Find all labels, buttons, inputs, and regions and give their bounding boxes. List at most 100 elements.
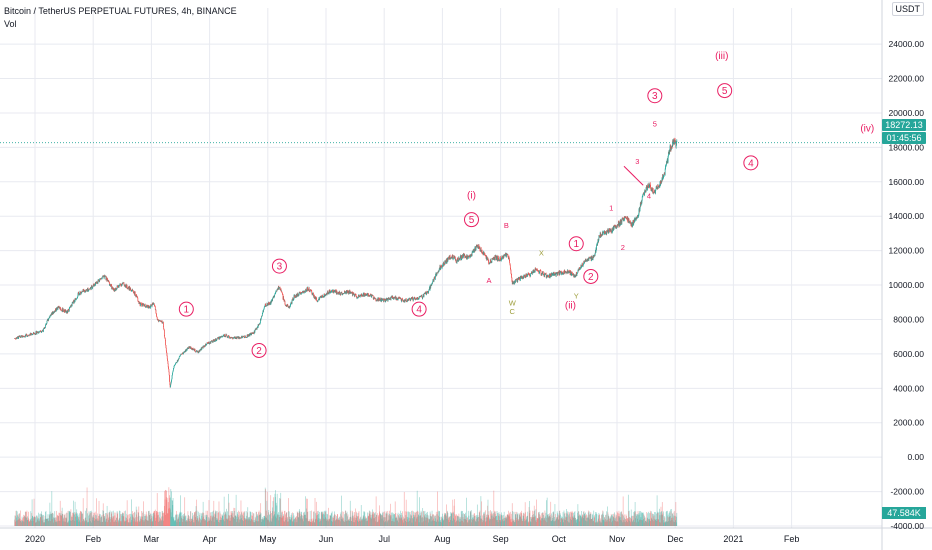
volume-bar [588,510,589,526]
volume-bar [531,516,533,526]
candle-body [127,287,128,289]
volume-bar [415,512,416,526]
volume-bar [22,518,23,526]
candle-body [170,382,172,384]
volume-bar [101,514,103,526]
volume-bar [629,516,630,526]
volume-bar [505,518,507,526]
volume-bar [447,519,449,526]
candle-body [156,317,158,320]
candle-body [89,287,91,289]
volume-bar [433,514,435,526]
candle-body [357,297,358,299]
candle-body [97,280,99,283]
volume-bar [42,519,44,526]
volume-bar [607,506,608,526]
volume-bar [488,514,489,526]
volume-bar [652,516,654,526]
candle-body [65,310,66,313]
volume-bar [461,520,462,526]
volume-bar [478,512,480,526]
volume-bar [255,511,257,526]
volume-bar [207,520,209,526]
candle-body [339,293,341,295]
candle-body [438,270,440,272]
volume-bar [20,521,22,526]
candle-body [434,276,435,279]
volume-bar [49,515,50,526]
candle-body [46,320,48,324]
volume-bar [302,518,303,526]
volume-bar [215,510,216,526]
volume-bar [302,519,304,526]
volume-bar [96,518,98,526]
volume-bar [313,511,315,526]
volume-bar [159,517,160,526]
volume-bar [658,512,660,526]
candle-body [257,324,259,328]
volume-bar [538,512,540,526]
volume-bar [472,517,473,526]
candle-body [123,284,125,286]
volume-bar [495,515,497,526]
candle-body [126,285,128,288]
volume-bar [166,499,168,526]
candle-body [436,273,438,275]
volume-bar [637,518,638,526]
volume-bar [499,516,501,526]
volume-bar [506,514,508,526]
candle-body [203,346,204,347]
volume-bar [370,512,372,526]
volume-bar [419,516,421,526]
volume-bar [179,521,181,526]
volume-bar [187,511,189,526]
candle-body [443,264,445,266]
volume-bar [570,511,572,526]
volume-bar [160,519,162,526]
candle-body [137,296,138,298]
volume-bar [310,521,312,526]
candle-body [171,378,173,381]
candle-body [272,297,274,299]
volume-bar [263,515,265,526]
volume-bar [398,516,400,526]
volume-bar [89,511,91,526]
volume-bar [203,516,204,526]
candle-body [189,346,191,349]
volume-bar [185,515,187,526]
volume-bar [288,498,289,526]
volume-bar [655,512,656,526]
volume-bar [184,513,185,526]
candle-body [112,287,113,289]
candle-body [431,282,433,285]
candle-body [244,337,245,338]
volume-bar [648,519,650,526]
candle-body [246,337,248,338]
volume-bar [549,513,551,526]
candle-body [432,279,434,282]
volume-bar [119,510,120,526]
volume-bar [605,520,607,526]
candle-body [333,290,334,291]
volume-bar [95,519,97,526]
volume-bar [223,496,225,526]
candle-body [475,246,477,250]
candle-body [409,298,411,301]
volume-bar [674,521,675,526]
volume-bar [262,517,263,526]
volume-bar [611,514,612,526]
volume-bar [328,507,329,526]
volume-bar [418,515,420,526]
candle-body [137,297,139,302]
volume-bar [220,516,222,526]
volume-bar [292,521,294,526]
volume-bar [251,519,253,526]
candle-body [57,306,59,310]
candle-body [78,294,80,296]
volume-bar [33,517,34,526]
candle-body [372,295,374,299]
candle-body [408,298,410,301]
volume-bar [242,513,244,526]
volume-bar [30,511,32,526]
